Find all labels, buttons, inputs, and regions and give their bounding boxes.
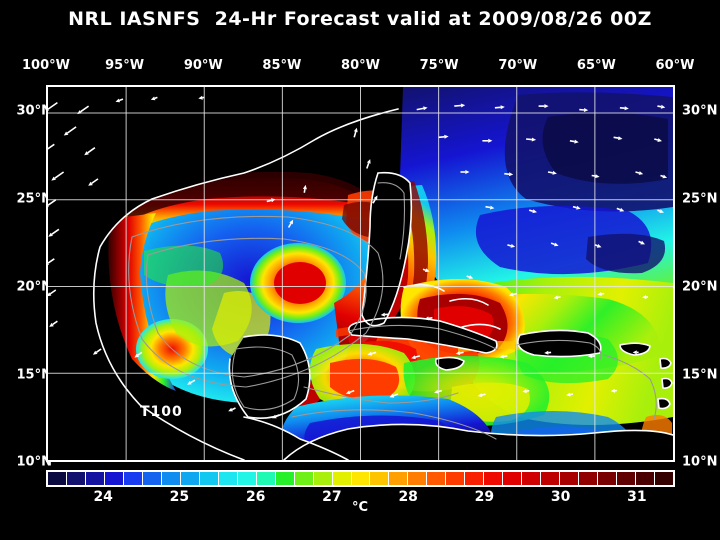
colorbar-cell-20 xyxy=(427,472,447,485)
colorbar-tick-29: 29 xyxy=(474,489,495,505)
lon-label-8: 60°W xyxy=(655,58,695,73)
colorbar-cell-29 xyxy=(598,472,618,485)
colorbar-tick-24: 24 xyxy=(93,489,113,505)
lat-label-left-2: 20°N xyxy=(16,279,52,295)
colorbar-cell-24 xyxy=(503,472,523,485)
map-plot-area xyxy=(46,85,675,462)
colorbar-cell-5 xyxy=(142,472,162,485)
lat-label-right-2: 20°N xyxy=(682,279,718,295)
colorbar-tick-26: 26 xyxy=(245,489,266,505)
colorbar-cell-28 xyxy=(579,472,599,485)
colorbar-cell-21 xyxy=(446,472,466,485)
lon-label-0: 100°W xyxy=(22,58,70,73)
colorbar-cell-6 xyxy=(161,472,181,485)
lon-label-5: 75°W xyxy=(419,58,459,73)
colorbar xyxy=(46,470,675,487)
colorbar-tick-27: 27 xyxy=(322,489,342,505)
colorbar-cell-27 xyxy=(560,472,580,485)
colorbar-cell-32 xyxy=(655,472,673,485)
lon-label-1: 95°W xyxy=(105,58,145,73)
colorbar-cell-15 xyxy=(332,472,352,485)
colorbar-cell-7 xyxy=(180,472,200,485)
colorbar-cell-10 xyxy=(237,472,257,485)
colorbar-cell-11 xyxy=(256,472,276,485)
colorbar-tick-25: 25 xyxy=(169,489,190,505)
colorbar-cell-23 xyxy=(484,472,504,485)
lat-label-left-3: 15°N xyxy=(16,367,52,383)
lat-label-right-4: 10°N xyxy=(682,454,718,470)
colorbar-cell-3 xyxy=(104,472,124,485)
lat-label-left-4: 10°N xyxy=(16,454,52,470)
colorbar-cell-9 xyxy=(218,472,238,485)
field-label: T100 xyxy=(140,404,183,420)
graticule-grid xyxy=(48,87,673,460)
lon-label-6: 70°W xyxy=(498,58,538,73)
lat-label-left-0: 30°N xyxy=(16,103,52,119)
colorbar-cell-26 xyxy=(541,472,561,485)
lat-label-right-0: 30°N xyxy=(682,103,718,119)
colorbar-cell-14 xyxy=(313,472,333,485)
colorbar-unit-label: °C xyxy=(351,500,369,515)
lat-label-left-1: 25°N xyxy=(16,191,52,207)
figure-title: NRL IASNFS 24-Hr Forecast valid at 2009/… xyxy=(68,8,652,30)
colorbar-cell-13 xyxy=(294,472,314,485)
colorbar-cell-18 xyxy=(389,472,409,485)
lat-label-right-3: 15°N xyxy=(682,367,718,383)
lon-label-7: 65°W xyxy=(576,58,616,73)
colorbar-tick-31: 31 xyxy=(627,489,647,505)
coastline-overlay xyxy=(92,108,673,460)
colorbar-cell-25 xyxy=(522,472,542,485)
colorbar-cell-17 xyxy=(370,472,390,485)
colorbar-cell-12 xyxy=(275,472,295,485)
colorbar-tick-28: 28 xyxy=(398,489,418,505)
lon-label-4: 80°W xyxy=(341,58,380,73)
colorbar-cell-1 xyxy=(66,472,86,485)
lon-label-2: 90°W xyxy=(183,58,223,73)
colorbar-cell-30 xyxy=(617,472,637,485)
colorbar-tick-30: 30 xyxy=(550,489,571,505)
lat-label-right-1: 25°N xyxy=(682,191,718,207)
colorbar-cell-4 xyxy=(123,472,143,485)
lon-label-3: 85°W xyxy=(262,58,302,73)
colorbar-cell-31 xyxy=(636,472,655,485)
colorbar-cell-0 xyxy=(48,472,67,485)
colorbar-cell-8 xyxy=(199,472,219,485)
colorbar-cell-16 xyxy=(351,472,371,485)
colorbar-cell-22 xyxy=(465,472,485,485)
colorbar-cell-2 xyxy=(85,472,105,485)
current-vector-field xyxy=(48,95,668,419)
colorbar-cell-19 xyxy=(408,472,428,485)
